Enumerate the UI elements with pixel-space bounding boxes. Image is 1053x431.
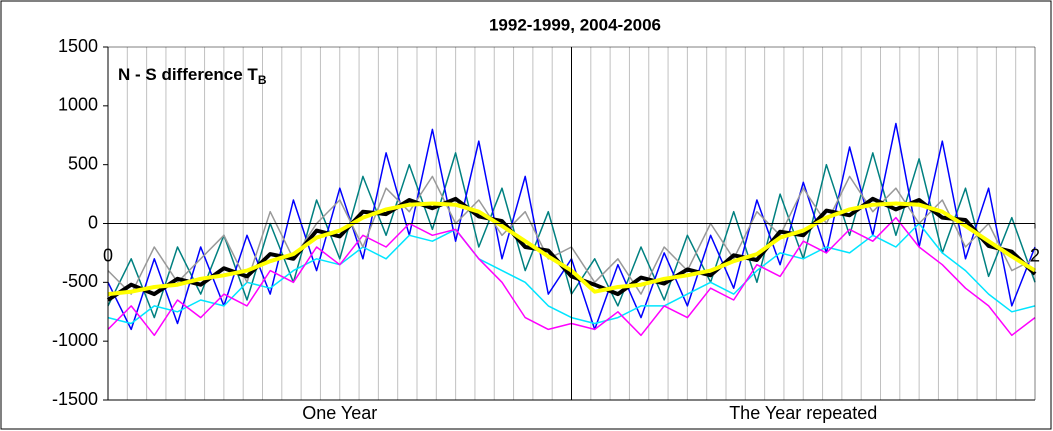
y-tick-label: 1500 (58, 36, 98, 56)
y-tick-label: 1000 (58, 95, 98, 115)
y-tick-label: -1500 (52, 389, 98, 409)
y-tick-label: -1000 (52, 330, 98, 350)
section-label: One Year (302, 403, 377, 423)
chart-title: 1992-1999, 2004-2006 (489, 15, 661, 34)
x-tick-label: 2 (1030, 245, 1040, 265)
annotation-text: N - S difference T (118, 65, 258, 84)
y-tick-label: 500 (68, 153, 98, 173)
y-tick-label: 0 (88, 212, 98, 232)
annotation: N - S difference TB (118, 65, 267, 87)
section-label: The Year repeated (729, 403, 877, 423)
x-tick-label: 0 (103, 245, 113, 265)
annotation-subscript: B (258, 73, 267, 87)
y-tick-label: -500 (62, 271, 98, 291)
